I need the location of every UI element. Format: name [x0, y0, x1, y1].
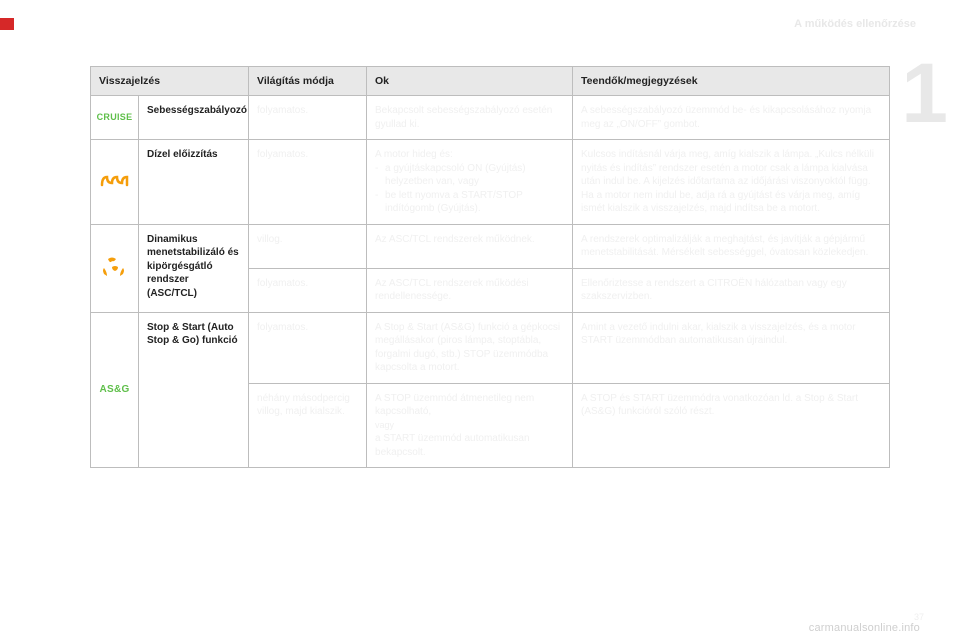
cause-list: a gyújtáskapcsoló ON (Gyújtás) helyzetbe… [375, 162, 564, 216]
row-cause: Az ASC/TCL rendszerek működési rendellen… [367, 268, 573, 312]
chapter-number: 1 [901, 60, 948, 127]
row-action: A rendszerek optimalizálják a meghajtást… [573, 224, 890, 268]
col-ok: Ok [367, 67, 573, 96]
row-action: Kulcsos indításnál várja meg, amíg kials… [573, 140, 890, 225]
cause-item: be lett nyomva a START/STOP indítógomb (… [375, 189, 564, 216]
row-cause: Bekapcsolt sebességszabályozó esetén gyu… [367, 96, 573, 140]
icon-cell-asg: AS&G [91, 312, 139, 468]
row-cause: A motor hideg és: a gyújtáskapcsoló ON (… [367, 140, 573, 225]
table-row: Dízel előizzítás folyamatos. A motor hid… [91, 140, 890, 225]
table-row: AS&G Stop & Start (Auto Stop & Go) funkc… [91, 312, 890, 383]
table-row: CRUISE Sebességszabályozó folyamatos. Be… [91, 96, 890, 140]
row-name: Stop & Start (Auto Stop & Go) funkció [139, 312, 249, 468]
indicator-table: Visszajelzés Világítás módja Ok Teendők/… [90, 66, 890, 468]
row-action: Ellenőriztesse a rendszert a CITROËN hál… [573, 268, 890, 312]
col-vilagitas: Világítás módja [249, 67, 367, 96]
cruise-icon: CRUISE [97, 112, 133, 122]
table-row: Dinamikus menetstabilizáló és kipörgésgá… [91, 224, 890, 268]
footer-url: carmanualsonline.info [809, 622, 920, 634]
asc-tcl-icon [101, 253, 129, 281]
row-mode: folyamatos. [249, 312, 367, 383]
row-action: A STOP és START üzemmódra vonatkozóan ld… [573, 383, 890, 468]
row-name: Dinamikus menetstabilizáló és kipörgésgá… [139, 224, 249, 312]
row-name: Sebességszabályozó [139, 96, 249, 140]
cause-item: a gyújtáskapcsoló ON (Gyújtás) helyzetbe… [375, 162, 564, 189]
row-mode: néhány másodpercig villog, majd kialszik… [249, 383, 367, 468]
col-visszajelzes: Visszajelzés [91, 67, 249, 96]
row-mode: folyamatos. [249, 268, 367, 312]
row-cause: A Stop & Start (AS&G) funkció a gépkocsi… [367, 312, 573, 383]
page-header-title: A működés ellenőrzése [794, 18, 916, 30]
indicator-table-wrap: Visszajelzés Világítás módja Ok Teendők/… [90, 66, 890, 468]
cause-line: A STOP üzemmód átmenetileg nem kapcsolha… [375, 393, 534, 418]
row-action: Amint a vezető indulni akar, kialszik a … [573, 312, 890, 383]
cause-line: a START üzemmód automatikusan bekapcsolt… [375, 433, 530, 458]
icon-cell-asc [91, 224, 139, 312]
stop-start-icon: AS&G [99, 384, 129, 395]
table-header-row: Visszajelzés Világítás módja Ok Teendők/… [91, 67, 890, 96]
preheat-icon [100, 171, 130, 189]
icon-cell-cruise: CRUISE [91, 96, 139, 140]
cause-line: vagy [375, 420, 394, 430]
page: A működés ellenőrzése 1 Visszajelzés Vil… [0, 0, 960, 640]
cause-lead: A motor hideg és: [375, 149, 453, 160]
row-mode: folyamatos. [249, 96, 367, 140]
row-mode: folyamatos. [249, 140, 367, 225]
col-teendok: Teendők/megjegyzések [573, 67, 890, 96]
red-accent-tab [0, 18, 14, 30]
row-action: A sebességszabályozó üzemmód be- és kika… [573, 96, 890, 140]
icon-cell-preheat [91, 140, 139, 225]
row-mode: villog. [249, 224, 367, 268]
page-number: 37 [914, 612, 924, 622]
row-cause: Az ASC/TCL rendszerek működnek. [367, 224, 573, 268]
row-name: Dízel előizzítás [139, 140, 249, 225]
row-cause: A STOP üzemmód átmenetileg nem kapcsolha… [367, 383, 573, 468]
